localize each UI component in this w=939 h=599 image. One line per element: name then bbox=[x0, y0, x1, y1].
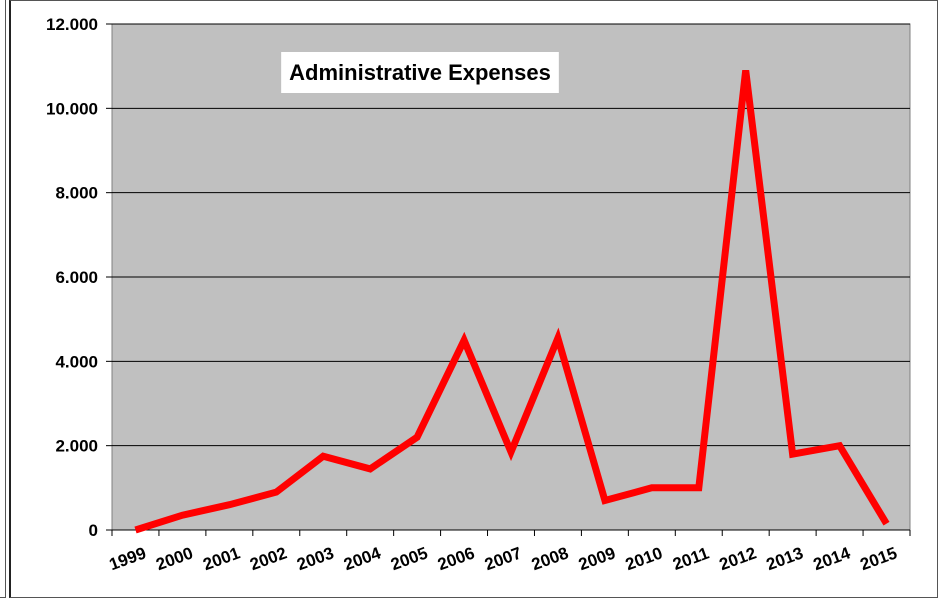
x-tick-label: 2004 bbox=[341, 543, 384, 574]
x-tick-label: 2011 bbox=[670, 544, 711, 574]
x-tick-label: 2010 bbox=[623, 543, 665, 574]
y-tick-label: 12.000 bbox=[46, 15, 98, 34]
x-tick-label: 2000 bbox=[154, 543, 196, 574]
y-tick-label: 10.000 bbox=[46, 99, 98, 118]
x-tick-label: 2005 bbox=[388, 543, 430, 574]
y-tick-label: 2.000 bbox=[55, 437, 98, 456]
x-tick-label: 2007 bbox=[482, 543, 524, 574]
y-tick-label: 0 bbox=[89, 521, 98, 540]
x-tick-label: 2006 bbox=[435, 543, 477, 574]
chart-frame bbox=[9, 0, 938, 598]
chart-title-background bbox=[281, 52, 559, 93]
x-tick-label: 2009 bbox=[576, 543, 618, 574]
chart-title: Administrative Expenses bbox=[289, 60, 551, 85]
y-axis-tick-labels: 0 2.000 4.000 6.000 8.000 10.000 12.000 bbox=[46, 15, 98, 540]
x-tick-label: 2003 bbox=[294, 543, 336, 574]
chart-title-box: Administrative Expenses bbox=[281, 52, 559, 93]
x-tick-label: 1999 bbox=[107, 543, 149, 574]
x-tick-label: 2014 bbox=[811, 543, 854, 574]
series-line bbox=[134, 69, 890, 534]
left-panel-edge bbox=[0, 0, 6, 598]
x-tick-label: 2013 bbox=[764, 543, 806, 574]
x-tick-label: 2001 bbox=[200, 543, 242, 574]
x-tick-label: 2002 bbox=[247, 543, 289, 574]
x-tick-label: 2008 bbox=[529, 543, 571, 574]
x-tick-label: 2015 bbox=[858, 543, 900, 574]
y-tick-label: 6.000 bbox=[55, 268, 98, 287]
x-tick-label: 2012 bbox=[717, 543, 759, 574]
y-tick-label: 4.000 bbox=[55, 352, 98, 371]
y-tick-label: 8.000 bbox=[55, 184, 98, 203]
x-axis-tick-labels: 1999 2000 2001 2002 2003 2004 2005 2006 2007 2008… bbox=[107, 530, 911, 574]
